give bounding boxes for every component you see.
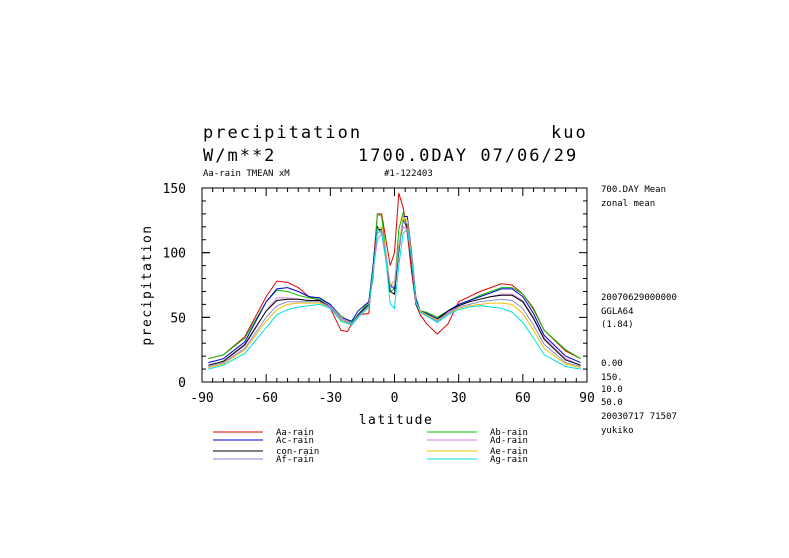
model-label: kuo — [551, 123, 588, 143]
x-axis-label: latitude — [359, 413, 434, 428]
info-v1: 0.00 — [601, 359, 623, 369]
x-tick-label: -30 — [319, 391, 342, 406]
legend-label-Ae-rain: Ae-rain — [490, 447, 528, 457]
time-label: 1700.0DAY 07/06/29 — [358, 146, 578, 166]
y-tick-label: 150 — [163, 182, 186, 197]
legend: Aa-rain Ab-rain Ac-rain Ad-rain con-rain Ae-r… — [213, 428, 528, 465]
series-line-Ag-rain — [208, 228, 581, 370]
info-date-code: 20070629000000 — [601, 293, 677, 303]
plot-area: -90 -60 -30 0 30 60 90 0 50 100 150 — [163, 182, 595, 406]
x-tick-label: 30 — [451, 391, 467, 406]
series-line-Ab-rain — [208, 210, 581, 360]
legend-label-Ag-rain: Ag-rain — [490, 455, 528, 465]
y-tick-label: 0 — [178, 376, 186, 391]
x-tick-label: 90 — [579, 391, 595, 406]
legend-label-Ab-rain: Ab-rain — [490, 428, 528, 438]
series-line-Af-rain — [208, 220, 581, 367]
info-v2: 150. — [601, 373, 623, 383]
info-grid-sub: (1.84) — [601, 320, 634, 330]
subtitle-left: Aa-rain TMEAN xM — [203, 169, 290, 179]
y-tick-label: 100 — [163, 247, 186, 262]
info-zonal: zonal mean — [601, 199, 655, 209]
units-label: W/m**2 — [203, 146, 276, 166]
x-tick-label: 0 — [391, 391, 399, 406]
chart-title: precipitation — [203, 123, 362, 143]
info-v3: 10.0 — [601, 385, 623, 395]
info-mean: 700.DAY Mean — [601, 185, 666, 195]
x-tick-label: 60 — [515, 391, 531, 406]
series-line-con-rain — [208, 218, 581, 366]
legend-label-Ad-rain: Ad-rain — [490, 436, 528, 446]
info-grid: GGLA64 — [601, 307, 634, 317]
info-author: yukiko — [601, 426, 634, 436]
y-axis-label: precipitation — [140, 224, 155, 345]
legend-label-Af-rain: Af-rain — [276, 455, 314, 465]
y-tick-label: 50 — [170, 311, 186, 326]
x-tick-label: -90 — [190, 391, 213, 406]
series-line-Aa-rain — [208, 193, 581, 360]
info-v4: 50.0 — [601, 398, 623, 408]
legend-label-Aa-rain: Aa-rain — [276, 428, 314, 438]
info-footer-date: 20030717 71507 — [601, 412, 677, 422]
legend-label-con-rain: con-rain — [276, 447, 319, 457]
subtitle-id: #1-122403 — [384, 169, 433, 179]
legend-label-Ac-rain: Ac-rain — [276, 436, 314, 446]
x-tick-label: -60 — [254, 391, 277, 406]
